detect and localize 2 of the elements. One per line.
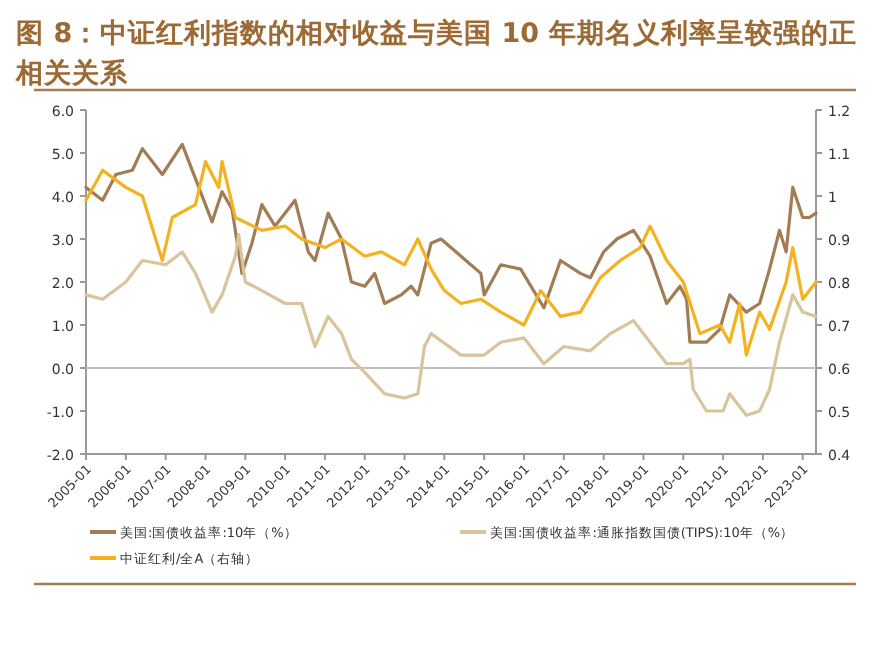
chart-title: 图 8：中证红利指数的相对收益与美国 10 年期名义利率呈较强的正相关关系 bbox=[14, 16, 857, 90]
line-series bbox=[84, 233, 818, 417]
